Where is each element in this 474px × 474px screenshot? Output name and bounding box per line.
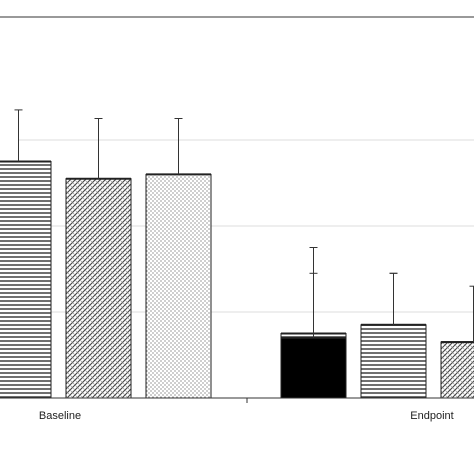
x-tick-label-baseline: Baseline — [39, 410, 81, 422]
x-tick-label-endpoint: Endpoint — [410, 410, 453, 422]
bar-series-2-baseline — [65, 178, 132, 399]
x-axis — [0, 397, 474, 403]
bar-series-5-endpoint — [360, 324, 427, 399]
bar-series-4-endpoint — [280, 337, 347, 399]
bar-series-3-baseline — [145, 173, 212, 399]
bar-series-6-endpoint — [440, 341, 474, 399]
x-tick-labels: Baseline Endpoint — [39, 410, 454, 422]
bar-series-1-baseline — [0, 161, 52, 399]
bars — [0, 160, 474, 399]
